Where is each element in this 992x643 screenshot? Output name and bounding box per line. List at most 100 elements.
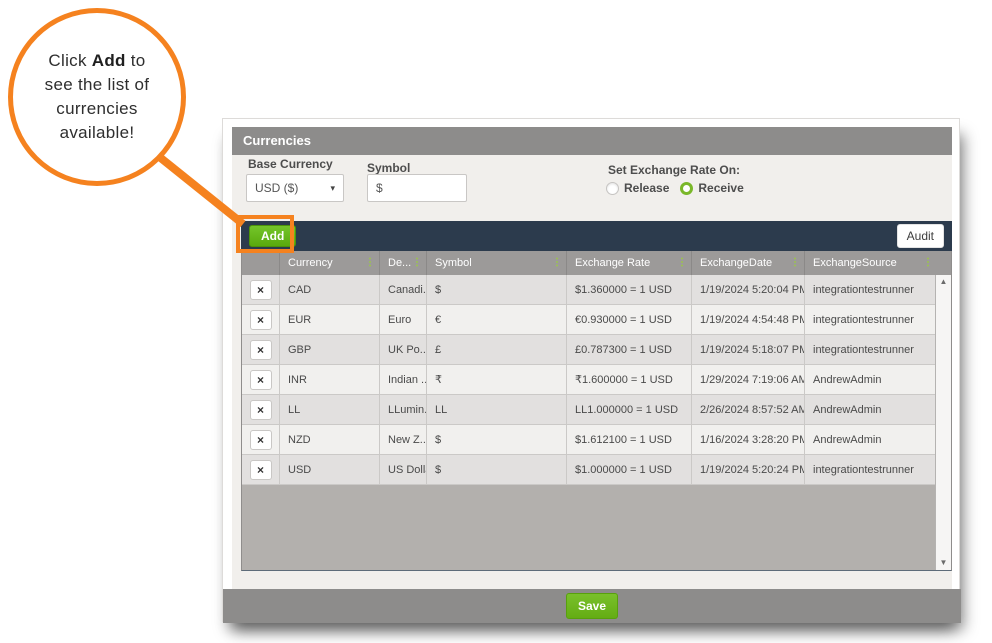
base-currency-value: USD ($) [255,181,299,195]
description-cell: UK Po... [380,335,427,365]
exchange-source-cell: integrationtestrunner [805,305,937,335]
add-button[interactable]: Add [249,225,297,247]
column-header-exchange-date[interactable]: ExchangeDate ⋮ [692,251,805,275]
exchange-source-cell: integrationtestrunner [805,275,937,305]
exchange-date-cell: 2/26/2024 8:57:52 AM [692,395,805,425]
receive-radio-label[interactable]: Receive [698,181,744,195]
release-radio-label[interactable]: Release [624,181,670,195]
symbol-cell: £ [427,335,567,365]
scroll-up-icon[interactable]: ▲ [939,277,948,286]
column-menu-icon[interactable]: ⋮ [365,257,375,268]
exchange-date-cell: 1/16/2024 3:28:20 PM [692,425,805,455]
panel-content: Base Currency USD ($) ▾ Symbol Set Excha… [232,155,952,589]
column-menu-icon[interactable]: ⋮ [923,257,933,268]
table-empty-area [242,485,937,570]
exchange-rate-cell: £0.787300 = 1 USD [567,335,692,365]
column-header-exchange-rate[interactable]: Exchange Rate ⋮ [567,251,692,275]
exchange-rate-cell: $1.000000 = 1 USD [567,455,692,485]
delete-row-button[interactable]: × [249,369,272,390]
exchange-source-cell: integrationtestrunner [805,335,937,365]
exchange-rate-cell: $1.360000 = 1 USD [567,275,692,305]
delete-row-button[interactable]: × [249,279,272,300]
table-header-row: Currency ⋮ De... ⋮ Symbol ⋮ Exchange Rate ⋮ … [241,251,952,275]
column-header-exchange-source[interactable]: ExchangeSource ⋮ [813,257,933,269]
symbol-cell: $ [427,425,567,455]
receive-radio[interactable] [680,181,694,195]
currency-cell: NZD [280,425,380,455]
currency-cell: CAD [280,275,380,305]
callout-line1-pre: Click [48,51,92,70]
description-cell: Canadi... [380,275,427,305]
audit-button[interactable]: Audit [896,224,944,248]
symbol-cell: LL [427,395,567,425]
table-row: × INR Indian ... ₹ ₹1.600000 = 1 USD 1/2… [242,365,937,395]
chevron-down-icon: ▾ [330,182,335,193]
exchange-rate-cell: $1.612100 = 1 USD [567,425,692,455]
panel-footer: Save [223,589,961,623]
description-cell: New Z... [380,425,427,455]
scroll-down-icon[interactable]: ▼ [939,558,948,567]
callout-line3: currencies [56,99,138,118]
exchange-source-cell: AndrewAdmin [805,395,937,425]
save-button[interactable]: Save [565,593,619,619]
symbol-cell: € [427,305,567,335]
column-menu-icon[interactable]: ⋮ [790,257,800,268]
exchange-rate-cell: LL1.000000 = 1 USD [567,395,692,425]
currency-cell: LL [280,395,380,425]
delete-cell: × [242,335,280,365]
column-header-description[interactable]: De... ⋮ [380,251,427,275]
table-body: × CAD Canadi... $ $1.360000 = 1 USD 1/19… [241,275,952,571]
table-row: × GBP UK Po... £ £0.787300 = 1 USD 1/19/… [242,335,937,365]
description-cell: Indian ... [380,365,427,395]
column-header-symbol[interactable]: Symbol ⋮ [427,251,567,275]
table-rows: × CAD Canadi... $ $1.360000 = 1 USD 1/19… [242,275,937,485]
callout-line4: available! [59,123,135,142]
set-exchange-rate-on-label: Set Exchange Rate On: [608,163,741,177]
exchange-date-cell: 1/19/2024 4:54:48 PM [692,305,805,335]
delete-row-button[interactable]: × [249,399,272,420]
currencies-panel: Currencies Base Currency USD ($) ▾ Symbo… [222,118,961,623]
delete-cell: × [242,395,280,425]
exchange-rate-cell: €0.930000 = 1 USD [567,305,692,335]
delete-cell: × [242,365,280,395]
table-row: × CAD Canadi... $ $1.360000 = 1 USD 1/19… [242,275,937,305]
column-menu-icon[interactable]: ⋮ [412,257,422,268]
symbol-cell: $ [427,455,567,485]
symbol-input[interactable] [367,174,467,202]
delete-row-button[interactable]: × [249,339,272,360]
release-radio[interactable] [606,181,619,195]
panel-title: Currencies [232,127,952,155]
exchange-rate-cell: ₹1.600000 = 1 USD [567,365,692,395]
delete-row-button[interactable]: × [249,309,272,330]
description-cell: LLumin... [380,395,427,425]
currency-cell: USD [280,455,380,485]
callout-bubble: Click Add to see the list of currencies … [8,8,186,186]
exchange-date-cell: 1/19/2024 5:18:07 PM [692,335,805,365]
description-cell: US Dollar [380,455,427,485]
callout-text: Click Add to see the list of currencies … [45,49,150,145]
table-row: × EUR Euro € €0.930000 = 1 USD 1/19/2024… [242,305,937,335]
column-header-currency[interactable]: Currency ⋮ [280,251,380,275]
delete-row-button[interactable]: × [249,429,272,450]
exchange-source-cell: integrationtestrunner [805,455,937,485]
currency-cell: EUR [280,305,380,335]
symbol-label: Symbol [367,161,411,175]
callout-line1-bold: Add [91,51,126,70]
column-menu-icon[interactable]: ⋮ [677,257,687,268]
exchange-rate-on-radios: Release Receive [606,181,750,195]
column-menu-icon[interactable]: ⋮ [552,257,562,268]
exchange-date-cell: 1/19/2024 5:20:04 PM [692,275,805,305]
table-scrollbar[interactable]: ▲ ▼ [935,275,951,570]
exchange-source-cell: AndrewAdmin [805,365,937,395]
base-currency-select[interactable]: USD ($) ▾ [246,174,344,202]
delete-cell: × [242,275,280,305]
description-cell: Euro [380,305,427,335]
table-toolbar: Add Audit [241,221,952,251]
table-row: × USD US Dollar $ $1.000000 = 1 USD 1/19… [242,455,937,485]
callout-line2: see the list of [44,75,150,94]
exchange-date-cell: 1/29/2024 7:19:06 AM [692,365,805,395]
currency-cell: INR [280,365,380,395]
delete-row-button[interactable]: × [249,459,272,480]
delete-cell: × [242,305,280,335]
